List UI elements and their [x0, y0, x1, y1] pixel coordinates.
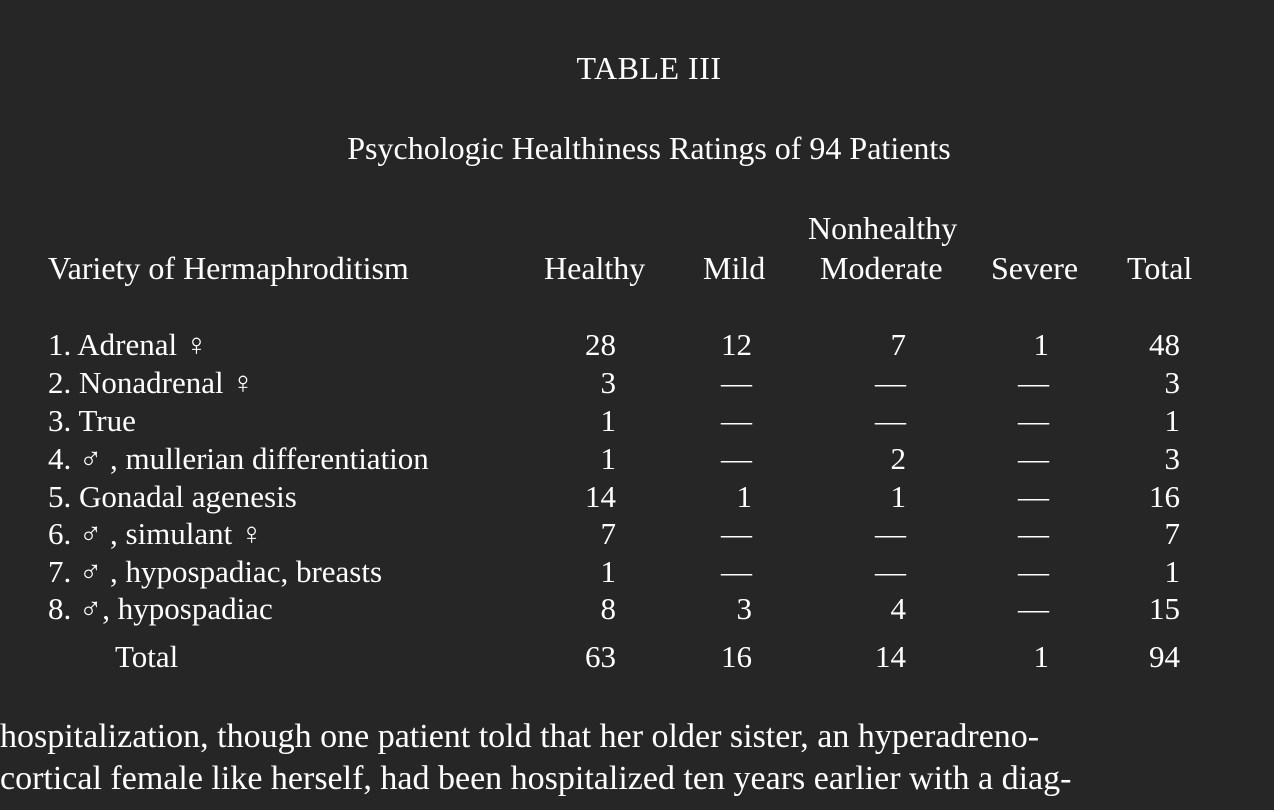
cell-total: 7: [1164, 516, 1181, 551]
cell-healthy: 7: [600, 516, 617, 551]
cell-total: 16: [1149, 479, 1180, 514]
total-moderate: 14: [875, 639, 906, 674]
table-row: 1. Adrenal ♀ 28 12 7 1 48: [0, 327, 1274, 365]
cell-total: 1: [1164, 554, 1181, 589]
table-row: 3. True 1 — — — 1: [0, 403, 1274, 441]
header-mild: Mild: [703, 250, 766, 286]
cell-moderate: 4: [890, 591, 907, 626]
cell-severe: —: [1018, 403, 1049, 438]
row-label: 3. True: [48, 403, 136, 438]
cell-total: 48: [1149, 327, 1180, 362]
cell-moderate: 2: [890, 441, 907, 476]
total-total: 94: [1149, 639, 1180, 674]
header-severe: Severe: [991, 250, 1079, 286]
header-total: Total: [1127, 250, 1193, 286]
cell-total: 1: [1164, 403, 1181, 438]
cell-severe: 1: [1033, 327, 1050, 362]
cell-healthy: 1: [600, 441, 617, 476]
table-totals-row: Total 63 16 14 1 94: [0, 639, 1274, 677]
cell-severe: —: [1018, 441, 1049, 476]
cell-severe: —: [1018, 516, 1049, 551]
table-row: 2. Nonadrenal ♀ 3 — — — 3: [0, 365, 1274, 403]
cell-mild: —: [721, 365, 752, 400]
table-row: 7. ♂ , hypospadiac, breasts 1 — — — 1: [0, 554, 1274, 592]
table-row: 5. Gonadal agenesis 14 1 1 — 16: [0, 479, 1274, 517]
cell-mild: 12: [721, 327, 752, 362]
header-nonhealthy-group: Nonhealthy: [808, 210, 958, 246]
cell-healthy: 14: [585, 479, 616, 514]
cell-mild: —: [721, 441, 752, 476]
cell-healthy: 28: [585, 327, 616, 362]
cell-total: 3: [1164, 441, 1181, 476]
body-text-line: cortical female like herself, had been h…: [0, 760, 1072, 797]
header-variety: Variety of Hermaphroditism: [48, 250, 409, 286]
header-moderate: Moderate: [820, 250, 943, 286]
cell-moderate: —: [875, 403, 906, 438]
cell-severe: —: [1018, 479, 1049, 514]
cell-severe: —: [1018, 591, 1049, 626]
cell-mild: —: [721, 554, 752, 589]
totals-label: Total: [115, 639, 179, 674]
cell-severe: —: [1018, 365, 1049, 400]
total-severe: 1: [1033, 639, 1050, 674]
header-healthy: Healthy: [544, 250, 646, 286]
cell-healthy: 8: [600, 591, 617, 626]
cell-moderate: 7: [890, 327, 907, 362]
row-label: 5. Gonadal agenesis: [48, 479, 297, 514]
cell-healthy: 3: [600, 365, 617, 400]
table-row: 4. ♂ , mullerian differentiation 1 — 2 —…: [0, 441, 1274, 479]
row-label: 2. Nonadrenal ♀: [48, 365, 255, 400]
cell-healthy: 1: [600, 403, 617, 438]
table-row: 8. ♂, hypospadiac 8 3 4 — 15: [0, 591, 1274, 629]
cell-mild: 3: [736, 591, 753, 626]
row-label: 8. ♂, hypospadiac: [48, 591, 273, 626]
table-subtitle: Psychologic Healthiness Ratings of 94 Pa…: [347, 130, 951, 166]
cell-moderate: —: [875, 365, 906, 400]
table-row: 6. ♂ , simulant ♀ 7 — — — 7: [0, 516, 1274, 554]
cell-total: 3: [1164, 365, 1181, 400]
row-label: 4. ♂ , mullerian differentiation: [48, 441, 429, 476]
cell-healthy: 1: [600, 554, 617, 589]
cell-moderate: 1: [890, 479, 907, 514]
row-label: 1. Adrenal ♀: [48, 327, 209, 362]
cell-total: 15: [1149, 591, 1180, 626]
table-title: TABLE III: [576, 50, 722, 86]
cell-moderate: —: [875, 516, 906, 551]
cell-mild: —: [721, 403, 752, 438]
cell-mild: —: [721, 516, 752, 551]
total-healthy: 63: [585, 639, 616, 674]
body-text-line: hospitalization, though one patient told…: [0, 718, 1040, 755]
cell-severe: —: [1018, 554, 1049, 589]
row-label: 6. ♂ , simulant ♀: [48, 516, 264, 551]
row-label: 7. ♂ , hypospadiac, breasts: [48, 554, 383, 589]
cell-mild: 1: [736, 479, 753, 514]
cell-moderate: —: [875, 554, 906, 589]
total-mild: 16: [721, 639, 752, 674]
